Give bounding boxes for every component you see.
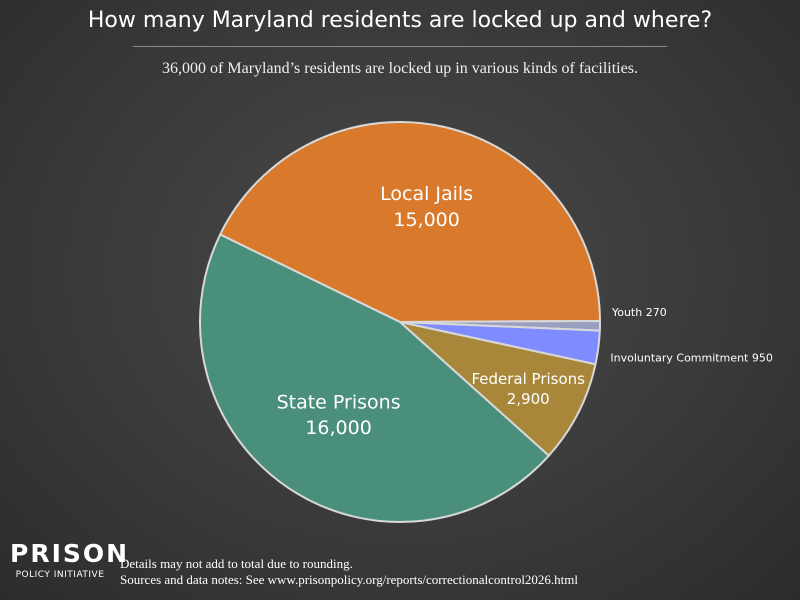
pie-slice-federal-prisons xyxy=(396,320,597,458)
logo-line1: PRISON xyxy=(10,539,130,568)
footnotes: Details may not add to total due to roun… xyxy=(120,556,578,588)
slice-label-name: Local Jails xyxy=(380,183,473,205)
slice-outer-label: Youth 270 xyxy=(611,306,667,319)
slice-label-name: Federal Prisons xyxy=(471,370,585,388)
logo-line2: POLICY INITIATIVE xyxy=(15,570,105,580)
prison-policy-initiative-logo: PRISON POLICY INITIATIVE xyxy=(10,539,130,582)
slice-outer-label: Involuntary Commitment 950 xyxy=(610,352,773,365)
pie-slice-local-jails xyxy=(218,121,602,324)
rounding-note: Details may not add to total due to roun… xyxy=(120,556,353,571)
slice-label-value: 16,000 xyxy=(305,417,371,439)
title-divider xyxy=(133,46,667,47)
chart-subtitle: 36,000 of Maryland’s residents are locke… xyxy=(162,60,638,77)
slice-label-value: 15,000 xyxy=(393,209,459,231)
pie-slice-state-prisons xyxy=(199,233,551,523)
slice-label-name: State Prisons xyxy=(277,392,401,414)
slice-label-value: 2,900 xyxy=(507,390,550,408)
sources-note: Sources and data notes: See www.prisonpo… xyxy=(120,572,579,587)
chart-title: How many Maryland residents are locked u… xyxy=(87,8,713,33)
